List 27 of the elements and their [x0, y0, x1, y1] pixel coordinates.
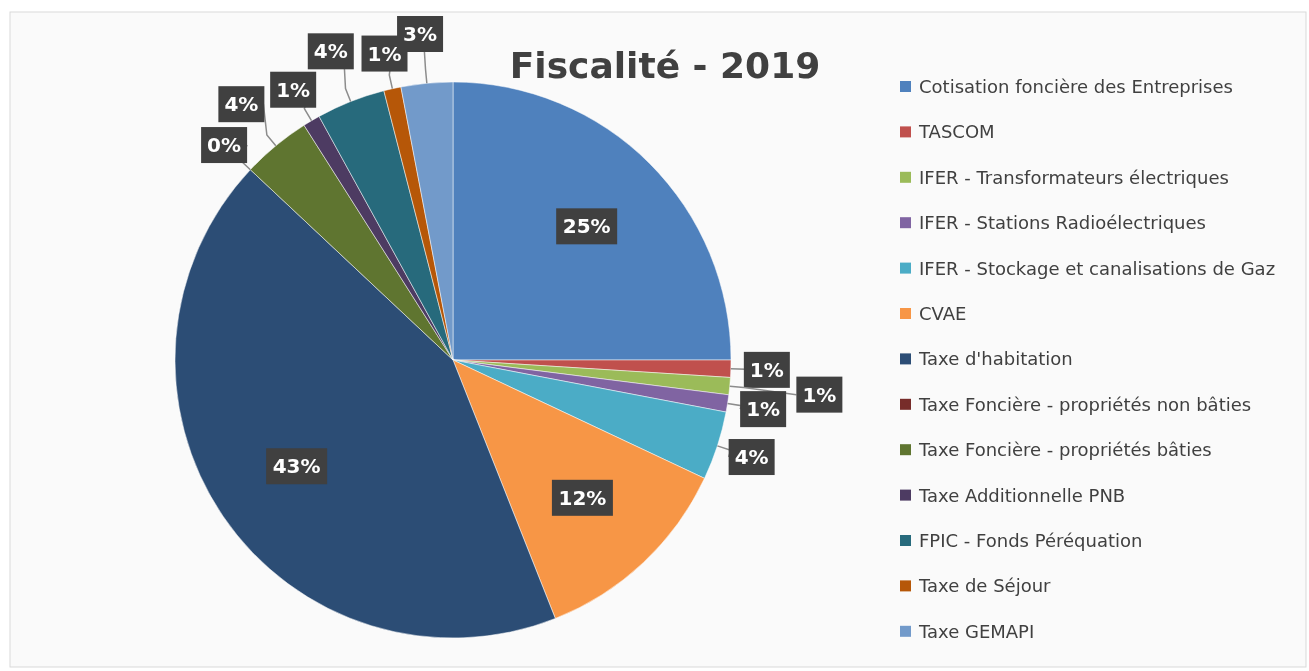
legend-label: IFER - Transformateurs électriques [919, 166, 1229, 188]
data-label: 1% [276, 77, 311, 102]
legend-label: CVAE [919, 303, 967, 324]
legend-label: Taxe Additionnelle PNB [918, 484, 1126, 506]
text: Fiscalité - 2019 [509, 45, 821, 86]
data-label: 25% [562, 214, 611, 239]
data-label: 1% [802, 382, 837, 407]
data-label: 43% [272, 454, 321, 479]
text: 0% [207, 133, 242, 158]
data-label: 3% [403, 22, 438, 46]
data-label: 4% [224, 92, 259, 117]
legend-label: IFER - Stockage et canalisations de Gaz [919, 257, 1276, 279]
legend-label: Taxe d'habitation [918, 348, 1073, 370]
legend-label: FPIC - Fonds Péréquation [919, 530, 1143, 551]
data-label: 4% [734, 445, 769, 470]
legend-label: IFER - Stations Radioélectriques [919, 212, 1206, 234]
legend-label: TASCOM [918, 121, 995, 143]
data-label: 1% [746, 397, 781, 422]
legend-label: Taxe GEMAPI [918, 620, 1035, 642]
data-label: 12% [558, 485, 607, 510]
data-label: 1% [367, 41, 402, 66]
data-label: 1% [749, 357, 784, 382]
legend-label: Taxe Foncière - propriétés non bâties [918, 393, 1252, 415]
legend-label: Taxe de Séjour [918, 575, 1052, 597]
legend-label: Cotisation foncière des Entreprises [919, 76, 1233, 97]
data-label: 4% [313, 39, 348, 64]
legend-label: Taxe Foncière - propriétés bâties [918, 439, 1212, 461]
